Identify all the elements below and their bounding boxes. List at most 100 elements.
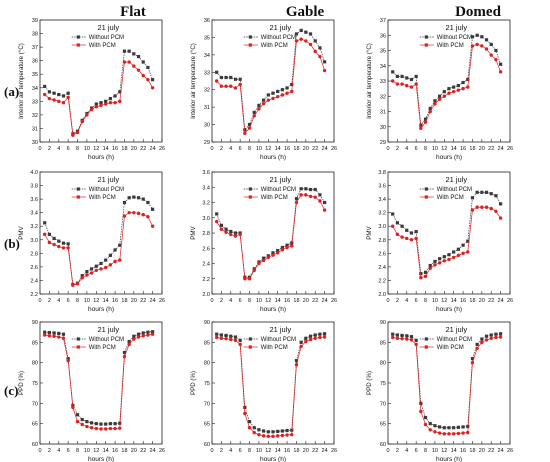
x-tick-label: 26	[159, 146, 165, 152]
data-point-without-pcm	[215, 70, 219, 74]
data-point-with-pcm	[409, 85, 414, 89]
data-point-with-pcm	[141, 334, 145, 338]
y-tick-label: 65	[380, 422, 386, 428]
data-point-without-pcm	[409, 231, 414, 235]
x-tick-label: 6	[415, 146, 418, 152]
legend-marker	[424, 345, 428, 349]
legend-label: With PCM	[261, 43, 288, 49]
data-point-with-pcm	[275, 94, 280, 99]
data-point-without-pcm	[141, 331, 145, 335]
data-point-without-pcm	[61, 241, 66, 245]
x-tick-label: 0	[210, 298, 213, 304]
data-point-without-pcm	[447, 253, 451, 257]
y-tick-label: 2.0	[378, 292, 386, 298]
data-point-with-pcm	[275, 251, 280, 255]
data-point-with-pcm	[419, 126, 423, 130]
x-tick-label: 16	[284, 298, 290, 304]
y-tick-label: 80	[32, 361, 38, 367]
x-tick-label: 0	[210, 146, 213, 152]
data-point-without-pcm	[395, 333, 399, 337]
data-point-with-pcm	[214, 79, 219, 83]
data-point-without-pcm	[456, 247, 460, 251]
data-point-without-pcm	[499, 62, 503, 66]
data-point-without-pcm	[141, 60, 145, 64]
x-tick-label: 16	[112, 146, 118, 152]
data-point-without-pcm	[233, 77, 238, 81]
y-axis-label: PPD (%)	[366, 371, 373, 395]
data-point-with-pcm	[146, 77, 150, 82]
chart-title: 21 july	[269, 175, 291, 184]
y-tick-label: 2.0	[202, 292, 210, 298]
x-tick-label: 4	[229, 146, 232, 152]
legend-marker	[76, 345, 80, 349]
data-point-without-pcm	[43, 84, 47, 89]
y-tick-label: 70	[204, 401, 210, 407]
data-point-without-pcm	[433, 99, 437, 103]
data-point-without-pcm	[308, 32, 313, 36]
data-point-without-pcm	[57, 239, 61, 243]
data-point-without-pcm	[151, 78, 155, 82]
data-point-with-pcm	[233, 338, 238, 342]
y-tick-label: 3.0	[202, 216, 210, 222]
data-point-with-pcm	[52, 334, 56, 338]
x-tick-label: 6	[239, 146, 242, 152]
x-tick-label: 6	[67, 298, 70, 304]
y-tick-label: 33	[204, 70, 210, 76]
x-tick-label: 10	[84, 448, 90, 454]
y-tick-label: 3.8	[378, 170, 386, 176]
legend-label: Without PCM	[89, 337, 124, 343]
data-point-with-pcm	[238, 232, 242, 237]
legend-label: With PCM	[261, 345, 288, 351]
data-point-without-pcm	[461, 80, 465, 85]
data-point-without-pcm	[276, 429, 280, 433]
column-header-domed: Domed	[455, 4, 501, 20]
data-point-without-pcm	[280, 88, 284, 92]
data-point-with-pcm	[447, 257, 451, 262]
data-point-with-pcm	[89, 107, 94, 112]
x-tick-label: 8	[76, 146, 79, 152]
data-point-with-pcm	[400, 336, 404, 341]
data-point-without-pcm	[405, 228, 409, 232]
data-point-with-pcm	[146, 333, 150, 337]
y-tick-label: 34	[32, 86, 38, 92]
legend-marker	[248, 35, 252, 39]
data-point-without-pcm	[299, 28, 303, 33]
x-tick-label: 6	[415, 448, 418, 454]
chart-panel-5: 0 2 4 6 8 10 12 14 16 18 20 22 24 262.02.22.42.62.83.…	[190, 170, 337, 313]
data-point-with-pcm	[433, 102, 437, 106]
data-point-without-pcm	[122, 49, 127, 53]
x-tick-label: 18	[469, 146, 475, 152]
x-tick-label: 14	[275, 146, 281, 152]
data-point-without-pcm	[108, 253, 112, 257]
legend-label: With PCM	[437, 345, 464, 351]
data-point-with-pcm	[447, 432, 451, 436]
x-tick-label: 24	[150, 146, 156, 152]
data-point-with-pcm	[442, 259, 447, 263]
data-point-with-pcm	[308, 194, 313, 199]
data-point-with-pcm	[108, 263, 113, 267]
data-point-without-pcm	[276, 89, 280, 94]
data-point-with-pcm	[489, 53, 493, 57]
x-tick-label: 22	[488, 146, 494, 152]
data-point-with-pcm	[127, 60, 131, 64]
data-point-with-pcm	[285, 433, 289, 437]
data-point-without-pcm	[414, 338, 418, 342]
x-tick-label: 12	[93, 146, 99, 152]
data-point-with-pcm	[498, 335, 503, 339]
data-point-with-pcm	[480, 340, 484, 345]
data-point-with-pcm	[71, 283, 75, 287]
data-point-without-pcm	[494, 332, 498, 336]
y-tick-label: 90	[380, 320, 386, 326]
chart-panel-7: 0 2 4 6 8 10 12 14 16 18 20 22 24 2660657075808590hou…	[18, 320, 165, 462]
data-point-without-pcm	[475, 342, 479, 346]
data-point-with-pcm	[451, 255, 456, 260]
data-point-with-pcm	[219, 84, 224, 88]
x-axis-label: hours (h)	[260, 154, 286, 161]
data-point-without-pcm	[146, 65, 150, 70]
data-point-with-pcm	[122, 60, 127, 64]
data-point-without-pcm	[219, 75, 223, 80]
x-tick-label: 26	[159, 298, 165, 304]
x-tick-label: 0	[386, 298, 389, 304]
plot-frame	[39, 171, 163, 295]
legend-marker	[248, 337, 252, 341]
